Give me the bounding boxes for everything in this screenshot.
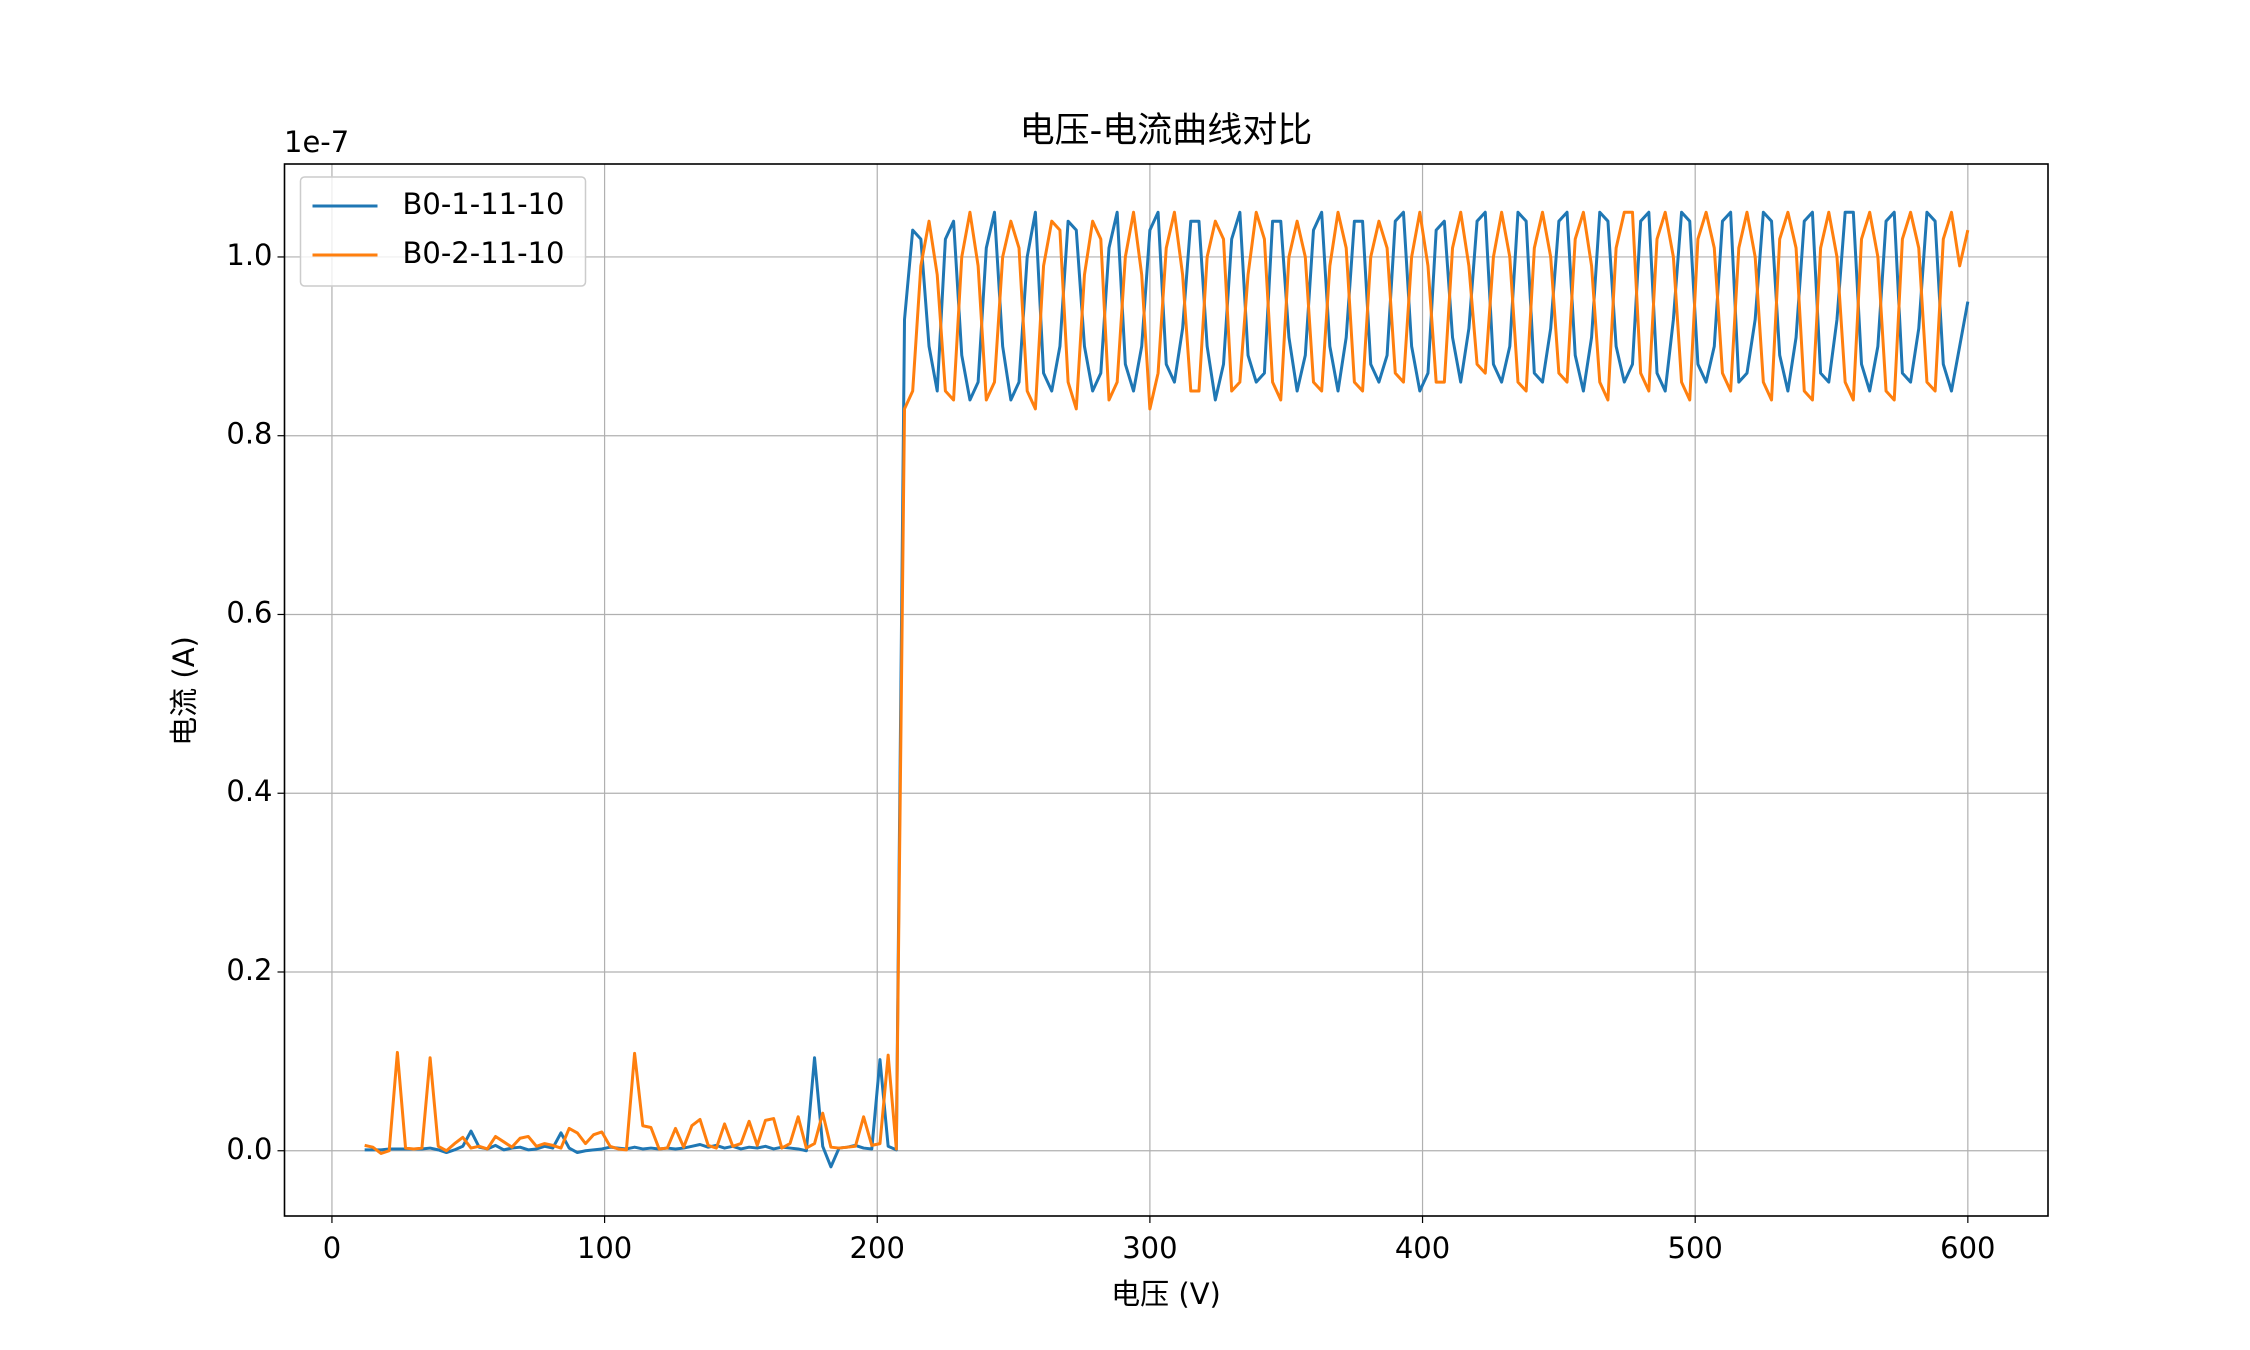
legend-label: B0-2-11-10 [403,236,565,270]
y-tick-label: 0.8 [226,417,272,451]
y-tick-label: 0.6 [226,595,272,629]
x-tick-label: 200 [850,1231,905,1265]
line-series [364,210,1970,1169]
y-tick-label: 1.0 [226,238,272,272]
legend-box [299,176,587,287]
y-axis-label: 电流 (A) [167,636,201,746]
chart-title: 电压-电流曲线对比 [1020,111,1313,151]
y-offset: 1e-7 [284,125,349,159]
x-tick-label: 300 [1122,1231,1177,1265]
plot-frame [283,163,2049,1217]
y-tick-label: 0.4 [226,774,272,808]
x-tick-label: 400 [1395,1231,1450,1265]
x-tick-label: 0 [323,1231,341,1265]
x-tick-label: 600 [1940,1231,1995,1265]
y-tick-label: 0.0 [226,1132,272,1166]
x-axis-label: 电压 (V) [1111,1277,1221,1311]
line-series [364,210,1970,1155]
legend-label: B0-1-11-10 [403,187,565,221]
y-tick-label: 0.2 [226,953,272,987]
x-tick-label: 100 [577,1231,632,1265]
x-tick-label: 500 [1668,1231,1723,1265]
